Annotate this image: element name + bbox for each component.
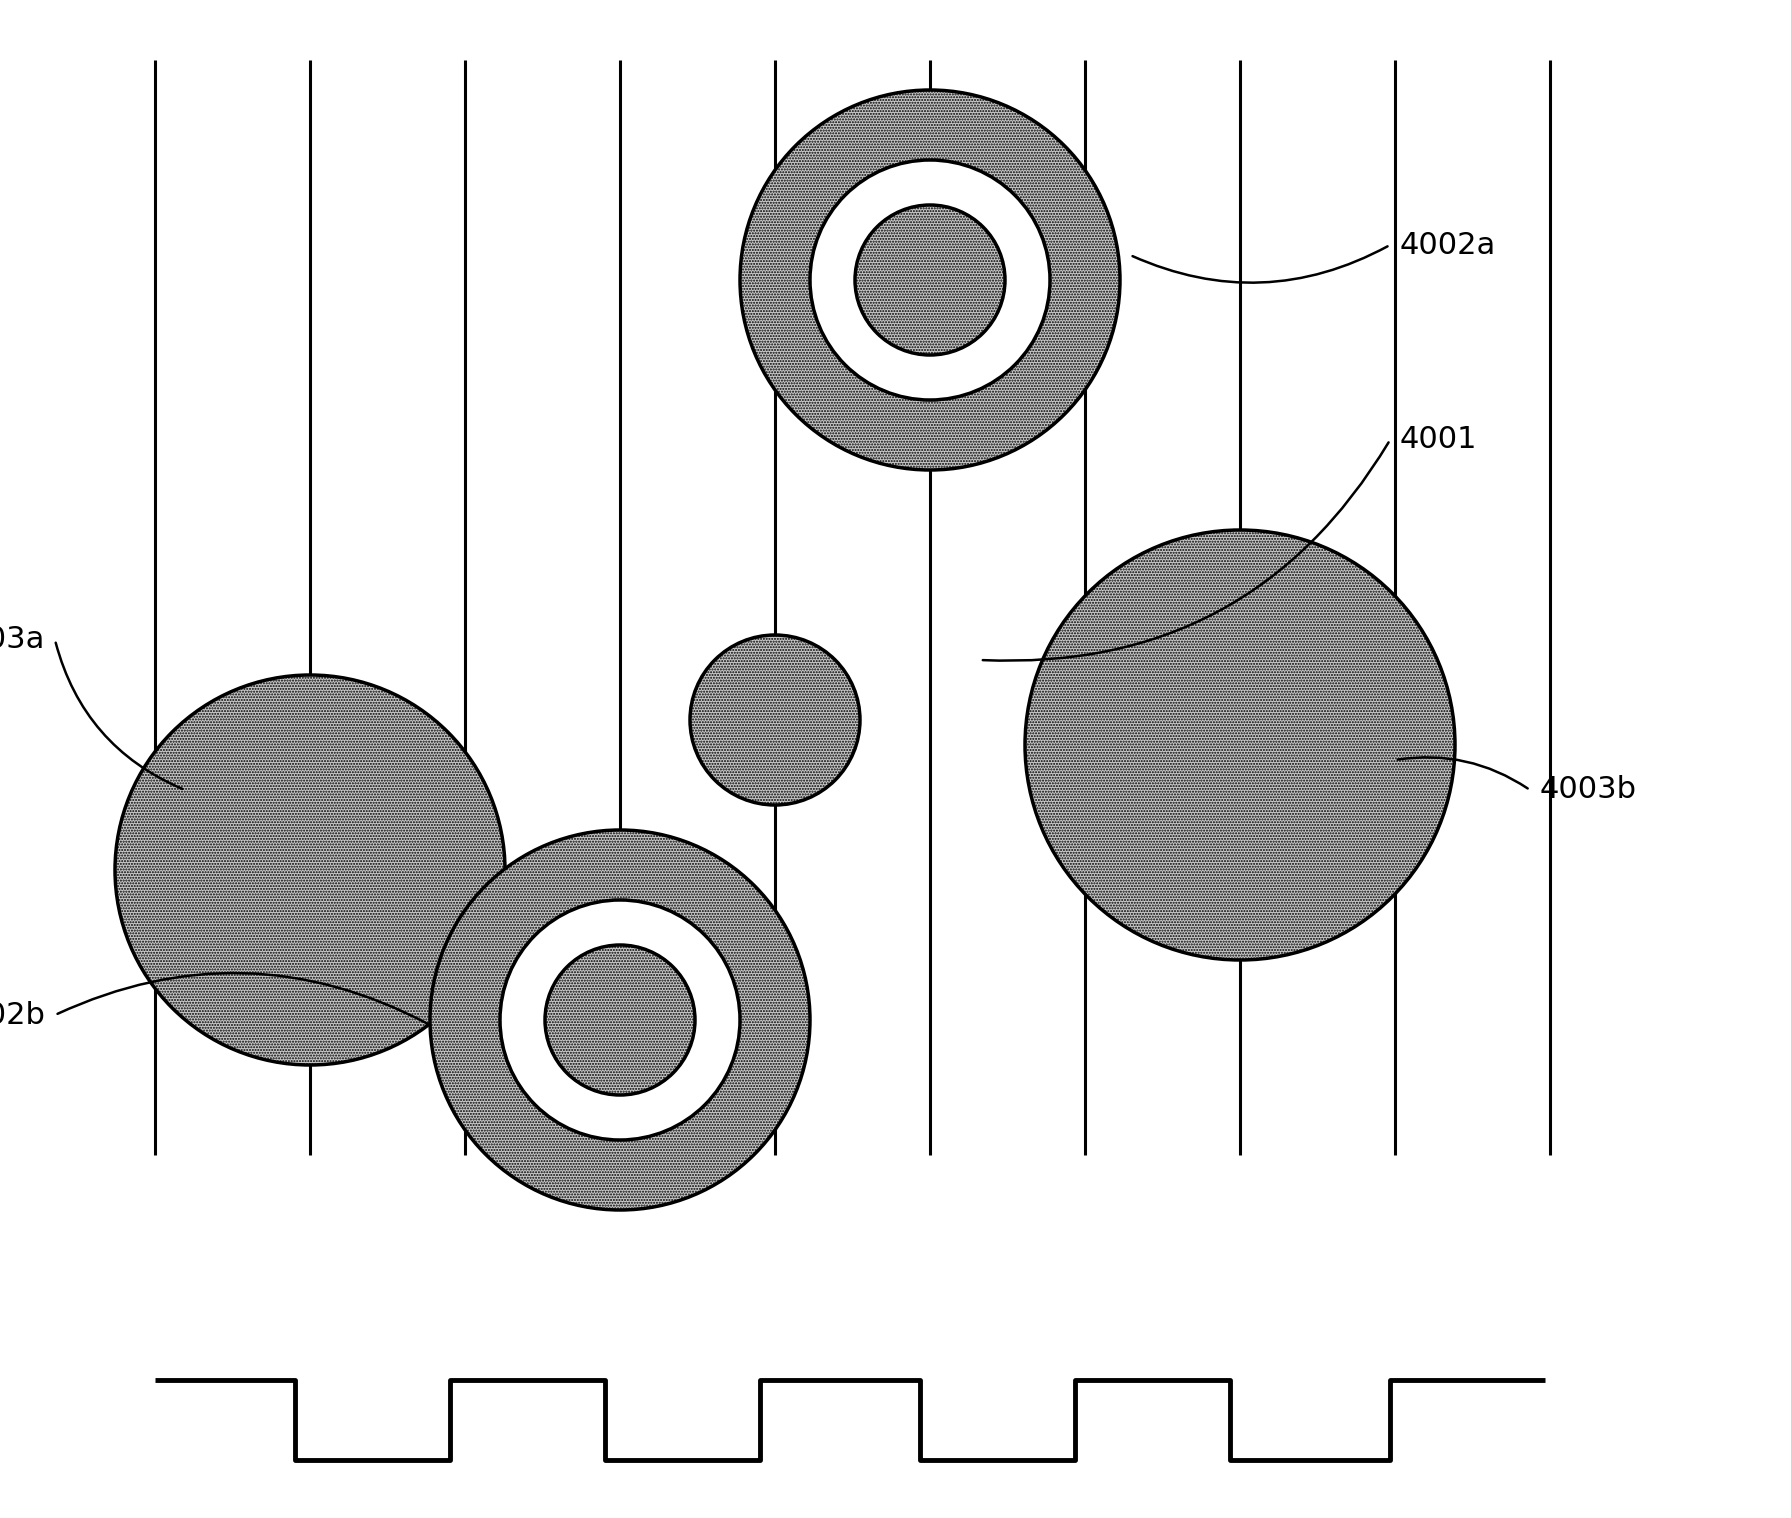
Text: 4003a: 4003a (0, 625, 45, 654)
Text: 4001: 4001 (1401, 425, 1478, 454)
Ellipse shape (544, 946, 695, 1094)
Text: 4002b: 4002b (0, 1000, 45, 1029)
Text: 4002a: 4002a (1401, 231, 1495, 260)
Ellipse shape (115, 676, 505, 1066)
Ellipse shape (810, 159, 1050, 401)
Ellipse shape (1024, 530, 1454, 959)
Ellipse shape (854, 205, 1005, 355)
Ellipse shape (430, 830, 810, 1210)
Ellipse shape (500, 900, 740, 1140)
Text: 4003b: 4003b (1540, 776, 1637, 805)
Ellipse shape (740, 90, 1119, 471)
Ellipse shape (690, 635, 860, 805)
